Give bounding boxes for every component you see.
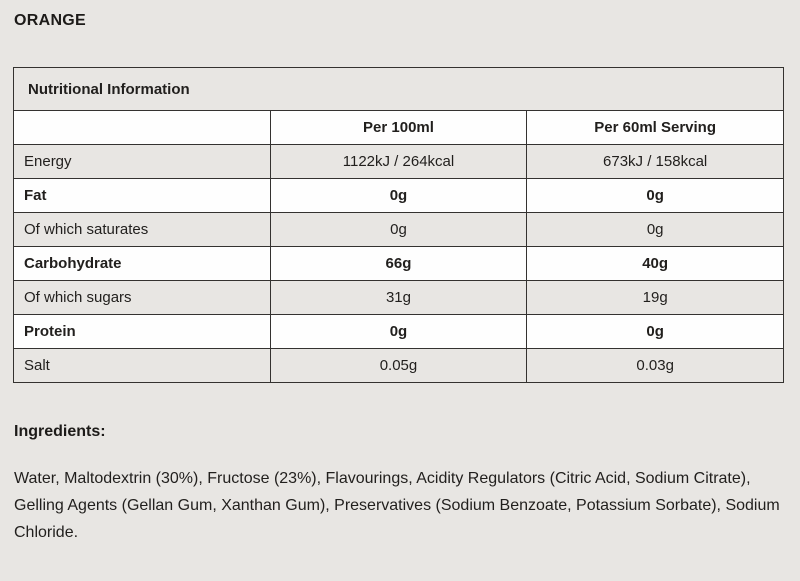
row-label: Of which sugars — [13, 280, 271, 315]
table-row: Fat 0g 0g — [13, 178, 784, 213]
table-row: Salt 0.05g 0.03g — [13, 348, 784, 383]
value-per-serving: 0g — [526, 178, 784, 213]
ingredients-text: Water, Maltodextrin (30%), Fructose (23%… — [14, 470, 780, 541]
value-per-serving: 0g — [526, 314, 784, 349]
value-per-serving: 40g — [526, 246, 784, 281]
nutrition-table-body: Energy 1122kJ / 264kcal 673kJ / 158kcal Fat… — [13, 144, 784, 383]
table-row: Of which saturates 0g 0g — [13, 212, 784, 247]
value-per-100ml: 31g — [269, 280, 528, 315]
column-header-per-serving: Per 60ml Serving — [526, 110, 784, 145]
row-label: Fat — [13, 178, 271, 213]
value-per-serving: 0.03g — [526, 348, 784, 383]
row-label: Salt — [13, 348, 271, 383]
table-row: Carbohydrate 66g 40g — [13, 246, 784, 281]
table-title-row: Nutritional Information — [13, 67, 784, 111]
table-row: Of which sugars 31g 19g — [13, 280, 784, 315]
value-per-100ml: 66g — [269, 246, 528, 281]
row-label: Carbohydrate — [13, 246, 271, 281]
value-per-serving: 19g — [526, 280, 784, 315]
value-per-serving: 673kJ / 158kcal — [526, 144, 784, 179]
value-per-100ml: 0.05g — [269, 348, 528, 383]
column-header-blank — [13, 110, 271, 145]
product-name-title: ORANGE — [14, 12, 87, 29]
value-per-100ml: 1122kJ / 264kcal — [269, 144, 528, 179]
ingredients-section: Ingredients: Water, Maltodextrin (30%), … — [14, 423, 786, 546]
value-per-100ml: 0g — [269, 212, 528, 247]
value-per-serving: 0g — [526, 212, 784, 247]
column-header-per-100ml: Per 100ml — [269, 110, 528, 145]
row-label: Protein — [13, 314, 271, 349]
table-title: Nutritional Information — [13, 67, 784, 111]
row-label: Of which saturates — [13, 212, 271, 247]
ingredients-heading: Ingredients: — [14, 423, 106, 440]
nutrition-table: Nutritional Information Per 100ml Per 60… — [13, 67, 784, 383]
value-per-100ml: 0g — [269, 314, 528, 349]
table-row: Energy 1122kJ / 264kcal 673kJ / 158kcal — [13, 144, 784, 179]
column-header-row: Per 100ml Per 60ml Serving — [13, 110, 784, 145]
value-per-100ml: 0g — [269, 178, 528, 213]
table-row: Protein 0g 0g — [13, 314, 784, 349]
row-label: Energy — [13, 144, 271, 179]
